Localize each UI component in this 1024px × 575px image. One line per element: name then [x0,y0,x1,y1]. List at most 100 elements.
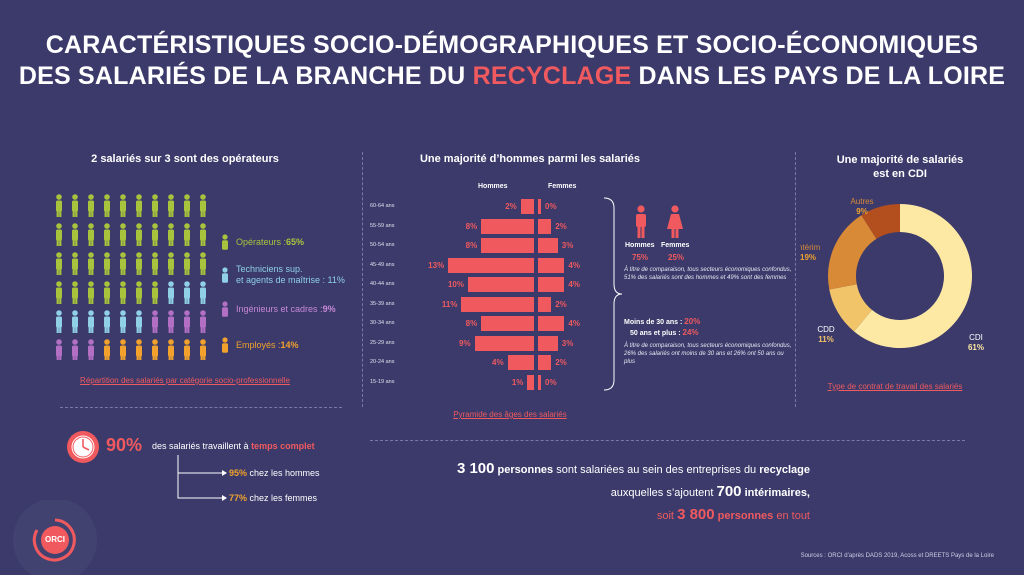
person-icon [88,252,94,275]
pyramid-link[interactable]: Pyramide des âges des salariés [453,410,567,419]
pyramid-age-label: 35-39 ans [370,300,395,307]
person-icon [200,194,206,217]
person-icon [168,223,174,246]
male-icon [636,205,646,238]
legend-operateurs: Opérateurs : 65% [220,234,370,250]
divider-left [362,152,363,407]
pyramid-value-hommes: 4% [492,358,504,367]
pyramid-bar-hommes [481,218,534,234]
person-icon [136,281,142,304]
csp-link[interactable]: Répartition des salariés par catégorie s… [80,376,290,385]
pyramid-value-femmes: 2% [555,221,567,231]
pyramid-value-hommes: 8% [465,221,478,231]
fulltime-text-before: des salariés travaillent à [152,441,252,451]
person-icon [152,194,158,217]
pyramid-age-label: 45-49 ans [370,261,395,268]
person-icon [200,252,206,275]
pyramid-age-label: 50-54 ans [370,242,395,248]
pyramid-age-label: 30-34 ans [370,320,395,326]
pyramid-age-label: 55-59 ans [370,222,395,229]
person-icon [184,281,190,304]
person-icon [72,310,78,333]
donut-label: CDD [817,325,835,334]
moins30-label: Moins de 30 ans : [624,319,685,326]
person-icon [184,194,190,217]
pyramid-age-label: 15-19 ans [370,378,395,385]
source-note: Sources : ORCI d’après DADS 2019, Acoss … [800,553,994,559]
title-highlight: RECYCLAGE [472,62,632,90]
pyramid-bar-hommes [507,355,534,370]
pyramid-value-femmes: 4% [568,319,580,328]
summary-l2-text: auxquelles s’ajoutent [610,487,717,499]
contract-heading-line-1: Une majorité de salariés [836,154,964,166]
divider-bottom-left [60,407,342,408]
page-title: CARACTÉRISTIQUES SOCIO-DÉMOGRAPHIQUES ET… [0,30,1024,92]
orci-logo-text: ORCI [45,535,65,544]
legend-techniciens: Techniciens sup. et agents de maîtrise :… [220,264,370,286]
fulltime-text-bold: temps complet [251,441,315,451]
person-icon [136,223,142,246]
person-icon [120,310,126,333]
pyramid-value-hommes: 11% [441,299,458,309]
person-icon [152,339,158,360]
contract-heading-line-2: est en CDI [873,168,927,180]
person-icon [184,310,190,333]
pyramid-age-label: 40-44 ans [370,281,395,287]
age-pyramid-chart: 60-64 ans 2% 0% 55-59 ans 8% 2% 50-54 ans 8% 3% 4… [360,196,600,396]
person-icon [184,339,190,360]
pyramid-age-label: 25-29 ans [370,339,395,346]
donut-label: Autres [850,197,873,206]
pyramid-bar-femmes [538,335,558,351]
donut-value: 9% [856,207,868,216]
legend-employes: Employés : 14% [220,337,370,353]
fulltime-men-pct: 95% [229,468,248,478]
summary-l2-bold: intérimaires, [741,487,810,499]
title-line-2-after: DANS LES PAYS DE LA LOIRE [631,62,1006,90]
person-icon [88,310,94,333]
plus50-label: 50 ans et plus : [630,330,683,337]
legend-employes-label: Employés : [236,340,281,350]
person-icon [184,252,190,275]
person-icon [72,194,78,217]
summary-interim-count: 700 [716,483,742,500]
legend-techniciens-pct: 11% [327,275,345,285]
legend-techniciens-label-1: Techniciens sup. [236,264,303,274]
person-icon [168,281,174,304]
pyramid-value-hommes: 1% [511,377,524,387]
summary-line-3: soit 3 800 personnes en tout [390,504,810,527]
person-icon [72,223,78,246]
person-icon [152,223,158,246]
divider-bottom-right [370,440,965,441]
person-icon [152,281,158,304]
pyramid-bar-hommes [520,199,534,214]
person-icon [222,267,228,283]
person-icon [88,194,94,217]
pyramid-bar-femmes [538,355,552,370]
pyramid-value-hommes: 9% [459,338,471,348]
person-icon [120,281,126,304]
pyramid-value-femmes: 0% [545,202,557,211]
summary-total-salaries: 3 100 [456,460,495,477]
fulltime-women: 77% chez les femmes [229,493,317,503]
person-icon [120,252,126,275]
legend-operateurs-pct: 65% [286,237,305,247]
pyramid-value-femmes: 2% [555,299,567,309]
pyramid-bar-femmes [538,316,565,331]
divider-right [795,152,796,407]
person-icon [104,310,110,333]
person-icon [104,223,110,246]
person-icon [104,281,110,304]
person-icon [152,310,158,333]
person-icon [136,194,142,217]
pyramid-bar-hommes [448,257,534,273]
contract-link[interactable]: Type de contrat de travail des salariés [827,382,963,391]
summary-l1-text: sont salariées au sein des entreprises d… [553,464,760,476]
legend-ingenieurs-label: Ingénieurs et cadres : [236,304,323,314]
hommes-label: Hommes [625,242,655,249]
summary-grand-total: 3 800 [677,506,715,523]
summary-block: 3 100 personnes sont salariées au sein d… [390,458,810,527]
legend-techniciens-text: Techniciens sup. et agents de maîtrise :… [236,264,345,286]
donut-label: CDI [969,333,983,342]
person-icon [168,252,174,275]
